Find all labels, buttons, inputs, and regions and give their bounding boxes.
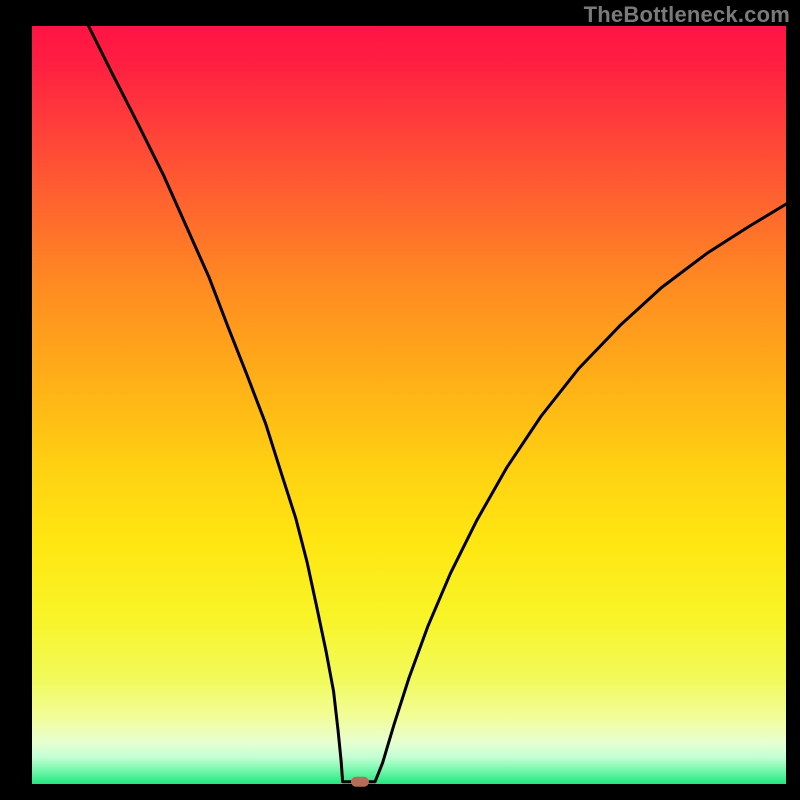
chart-frame: TheBottleneck.com [0, 0, 800, 800]
bottleneck-chart [0, 0, 800, 800]
optimal-point-marker [351, 777, 369, 787]
